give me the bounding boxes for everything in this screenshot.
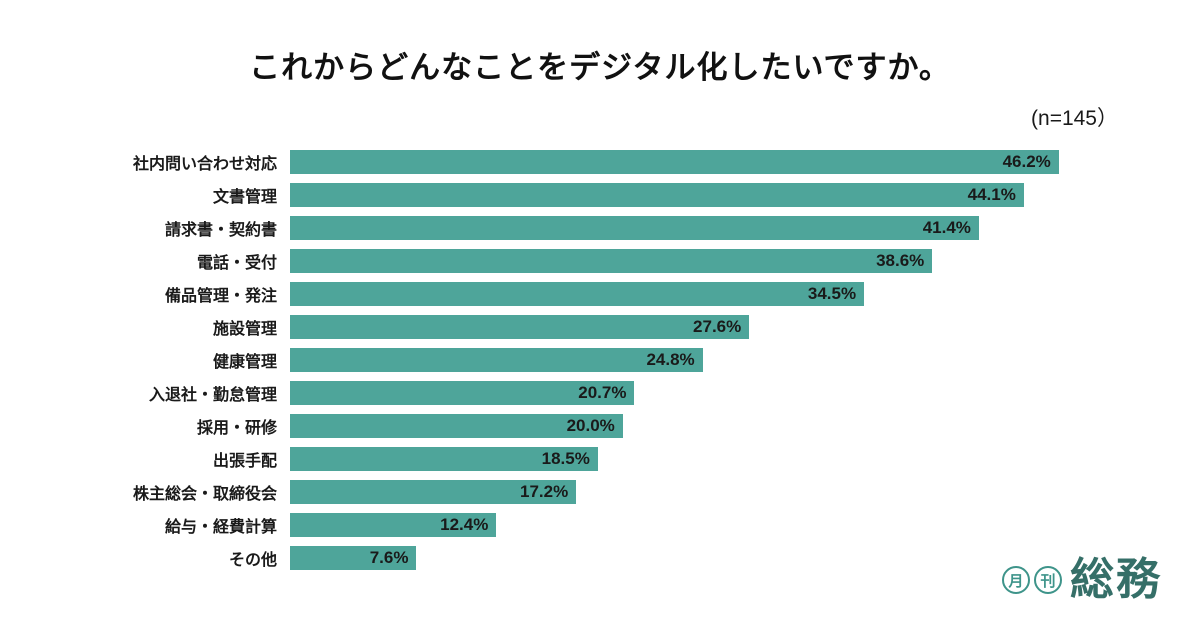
bar-row: 社内問い合わせ対応 46.2%: [55, 150, 1122, 174]
bar: 27.6%: [290, 315, 750, 339]
bar: 20.7%: [290, 381, 635, 405]
bar-track: 38.6%: [290, 249, 1122, 273]
bar: 46.2%: [290, 150, 1059, 174]
bar-track: 46.2%: [290, 150, 1122, 174]
bar: 24.8%: [290, 348, 703, 372]
category-label: 入退社・勤怠管理: [148, 387, 277, 404]
value-label: 38.6%: [876, 251, 925, 270]
value-label: 20.0%: [566, 416, 615, 435]
category-label: 施設管理: [212, 321, 277, 338]
bar-row: 健康管理 24.8%: [55, 348, 1122, 372]
bar-track: 17.2%: [290, 480, 1122, 504]
bar-track: 44.1%: [290, 183, 1122, 207]
value-label: 20.7%: [578, 383, 627, 402]
bar-row: 施設管理 27.6%: [55, 315, 1122, 339]
category-label: 出張手配: [212, 453, 277, 470]
value-label: 46.2%: [1002, 152, 1051, 171]
bar: 44.1%: [290, 183, 1024, 207]
bar-row: 採用・研修 20.0%: [55, 414, 1122, 438]
bar-track: 7.6%: [290, 546, 1122, 570]
sample-size-label: (n=145）: [1031, 107, 1118, 130]
bar-row: 請求書・契約書 41.4%: [55, 216, 1122, 240]
bar-row: 電話・受付 38.6%: [55, 249, 1122, 273]
bar: 34.5%: [290, 282, 865, 306]
value-label: 12.4%: [440, 515, 489, 534]
value-label: 44.1%: [967, 185, 1016, 204]
value-label: 24.8%: [646, 350, 695, 369]
value-label: 34.5%: [807, 284, 857, 303]
bar-track: 34.5%: [290, 282, 1122, 306]
logo: 月 刊 総務: [1002, 558, 1162, 602]
bar-track: 20.0%: [290, 414, 1122, 438]
value-label: 18.5%: [541, 449, 590, 468]
category-label: 備品管理・発注: [164, 288, 277, 305]
bar-track: 12.4%: [290, 513, 1122, 537]
bar-track: 41.4%: [290, 216, 1122, 240]
logo-text: 総務: [1070, 555, 1162, 604]
bar-row: 給与・経費計算 12.4%: [55, 513, 1122, 537]
bar-track: 18.5%: [290, 447, 1122, 471]
category-label: 健康管理: [212, 354, 277, 371]
logo-circle-kan: 刊: [1034, 566, 1062, 594]
bar-row: 備品管理・発注 34.5%: [55, 282, 1122, 306]
bar-track: 27.6%: [290, 315, 1122, 339]
bar-track: 20.7%: [290, 381, 1122, 405]
value-label: 27.6%: [693, 317, 742, 336]
category-label: 給与・経費計算: [164, 519, 277, 536]
category-label: その他: [228, 552, 277, 569]
bar-row: 出張手配 18.5%: [55, 447, 1122, 471]
bar-row: 株主総会・取締役会 17.2%: [55, 480, 1122, 504]
bar: 18.5%: [290, 447, 598, 471]
category-label: 請求書・契約書: [164, 222, 277, 239]
bar-row: その他 7.6%: [55, 546, 1122, 570]
bar-row: 入退社・勤怠管理 20.7%: [55, 381, 1122, 405]
bar-row: 文書管理 44.1%: [55, 183, 1122, 207]
category-label: 文書管理: [212, 189, 277, 206]
bar: 20.0%: [290, 414, 623, 438]
chart-title: これからどんなことをデジタル化したいですか。: [249, 50, 951, 85]
logo-circle-month: 月: [1002, 566, 1030, 594]
bar: 17.2%: [290, 480, 577, 504]
value-label: 41.4%: [922, 218, 971, 237]
bar: 41.4%: [290, 216, 979, 240]
bar-track: 24.8%: [290, 348, 1122, 372]
category-label: 電話・受付: [196, 255, 277, 272]
bar: 7.6%: [290, 546, 417, 570]
bar: 12.4%: [290, 513, 497, 537]
bar: 38.6%: [290, 249, 933, 273]
category-label: 採用・研修: [196, 420, 277, 437]
category-label: 株主総会・取締役会: [132, 486, 277, 503]
category-label: 社内問い合わせ対応: [132, 156, 277, 173]
bar-chart: 社内問い合わせ対応 46.2% 文書管理 44.1% 請求書・契約書 41.4% 電話・受付…: [55, 150, 1122, 570]
value-label: 7.6%: [369, 548, 409, 567]
value-label: 17.2%: [520, 482, 569, 501]
